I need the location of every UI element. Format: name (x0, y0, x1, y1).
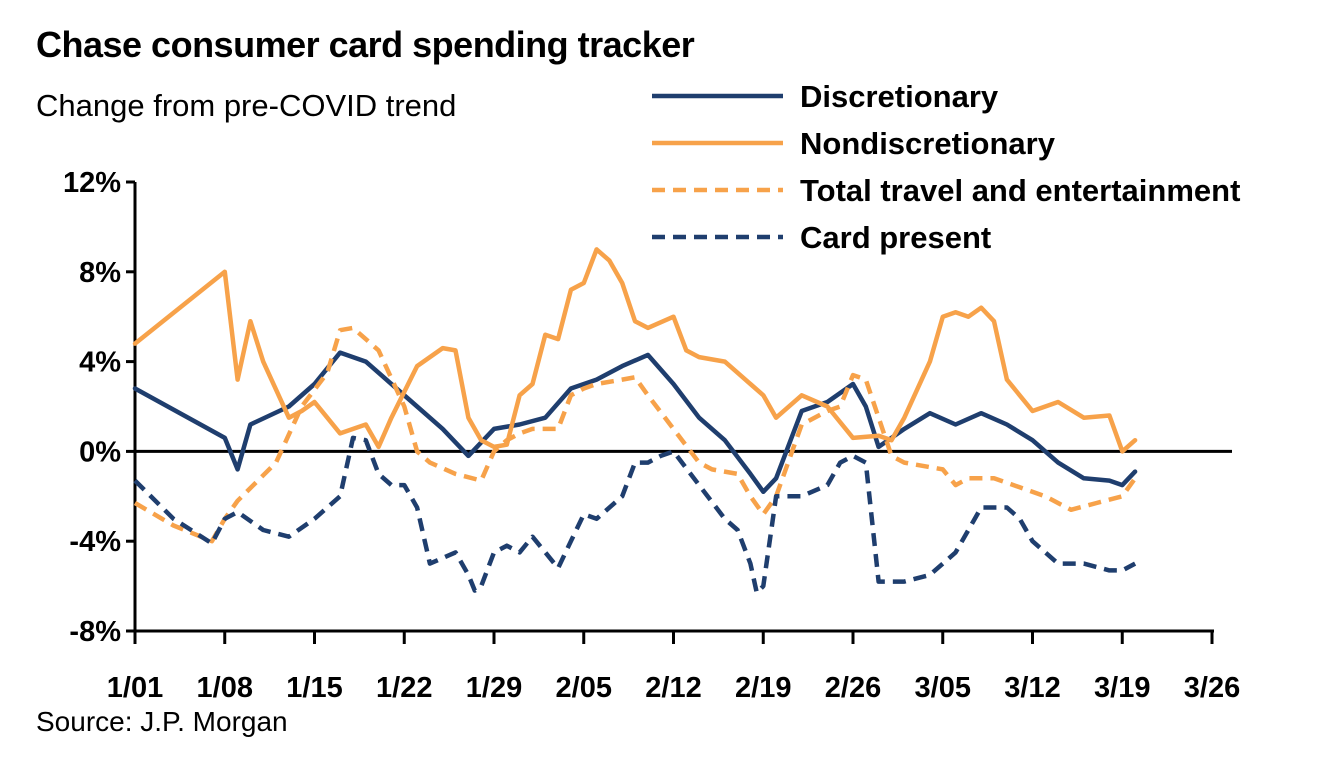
chart-axes: -8% -4% 0% 4% 8% 12% 1/01 1/08 1/15 1/22 1/29 2/05 2… (63, 167, 1240, 704)
chart-source: Source: J.P. Morgan (36, 706, 288, 737)
x-tick-label: 3/26 (1184, 672, 1240, 704)
x-tick-label: 1/22 (376, 672, 432, 704)
y-tick-label: 12% (63, 167, 121, 199)
y-tick-label: 0% (79, 436, 121, 468)
x-tick-label: 3/05 (915, 672, 971, 704)
series-line-card-present (133, 435, 1137, 596)
chart-series-lines (132, 247, 1138, 596)
x-tick-label: 1/08 (197, 672, 253, 704)
x-tick-label: 2/05 (556, 672, 612, 704)
legend-label-total-travel-and-entertainment: Total travel and entertainment (800, 173, 1240, 208)
y-tick-label: 8% (79, 257, 121, 289)
x-tick-label: 2/26 (825, 672, 881, 704)
x-tick-label: 1/01 (107, 672, 163, 704)
x-tick-label: 3/19 (1094, 672, 1150, 704)
x-tick-label: 1/29 (466, 672, 522, 704)
chart-title: Chase consumer card spending tracker (36, 24, 695, 65)
x-tick-label: 2/19 (735, 672, 791, 704)
series-line-nondiscretionary (132, 247, 1138, 454)
y-tick-label: -4% (69, 526, 121, 558)
x-tick-label: 2/12 (645, 672, 701, 704)
legend-label-card-present: Card present (800, 220, 991, 255)
x-tick-label: 1/15 (286, 672, 342, 704)
chart-legend: Discretionary Nondiscretionary Total trave… (652, 79, 1240, 255)
legend-label-discretionary: Discretionary (800, 79, 999, 114)
y-tick-label: -8% (69, 616, 121, 648)
legend-label-nondiscretionary: Nondiscretionary (800, 126, 1056, 161)
series-line-total-travel-and-entertainment (133, 325, 1137, 544)
series-line-discretionary (132, 350, 1138, 495)
x-tick-label: 3/12 (1004, 672, 1060, 704)
y-tick-label: 4% (79, 347, 121, 379)
chart-subtitle: Change from pre-COVID trend (36, 88, 457, 123)
